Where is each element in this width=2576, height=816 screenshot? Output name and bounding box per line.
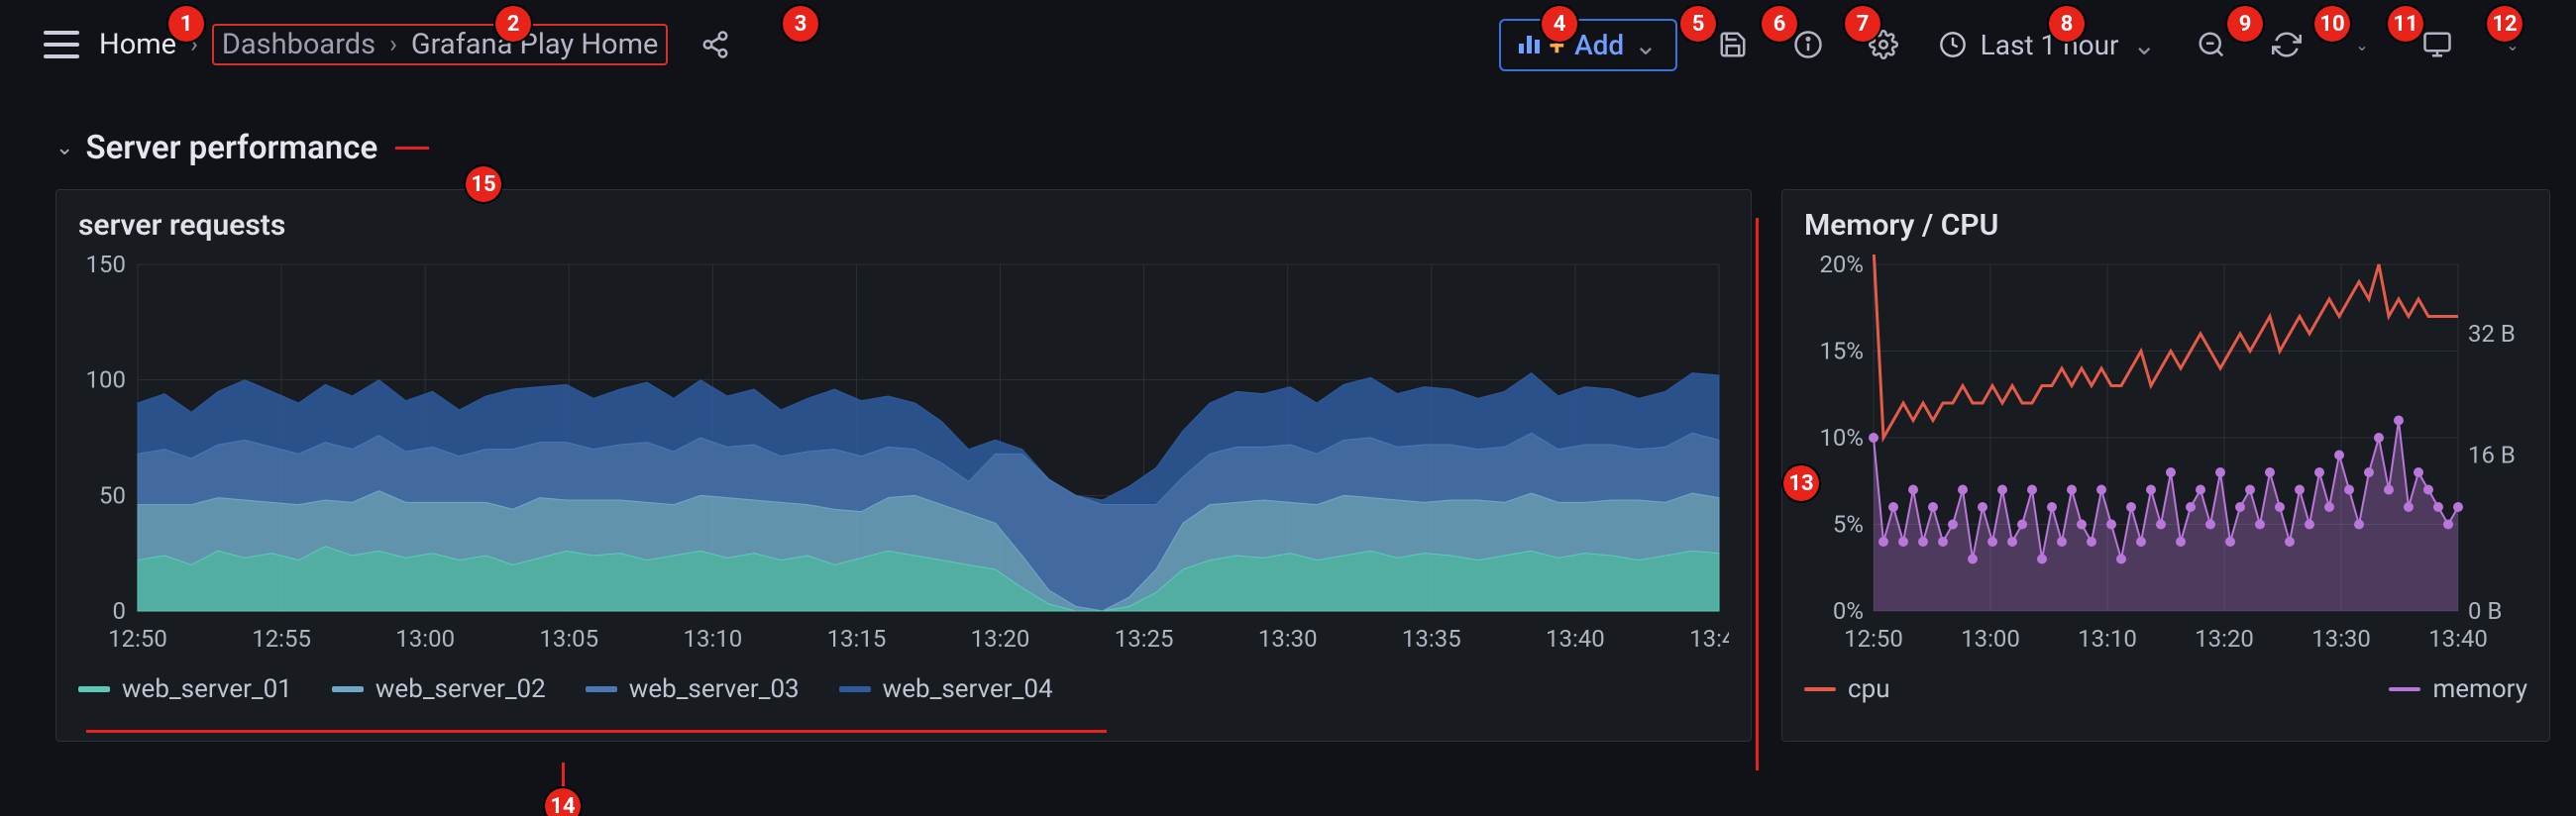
topbar-right: + Add ⌄ Last 1 hour ⌄ <box>1499 19 2532 71</box>
svg-text:10%: 10% <box>1819 424 1864 452</box>
row-title: Server performance <box>85 129 377 167</box>
annotation-badge-11: 11 <box>2388 6 2423 42</box>
annotation-badge-15: 15 <box>466 166 501 202</box>
annotation-badge-10: 10 <box>2314 6 2350 42</box>
chevron-down-icon: ⌄ <box>55 136 73 160</box>
breadcrumb-current[interactable]: Grafana Play Home <box>411 28 659 61</box>
breadcrumb-home[interactable]: Home <box>99 28 176 61</box>
svg-text:13:10: 13:10 <box>2078 625 2137 653</box>
svg-text:13:15: 13:15 <box>827 625 887 653</box>
panel-title: Memory / CPU <box>1804 208 2527 243</box>
svg-text:13:35: 13:35 <box>1402 625 1461 653</box>
svg-text:13:00: 13:00 <box>395 625 455 653</box>
svg-text:100: 100 <box>86 366 126 394</box>
topbar-left: Home › Dashboards › Grafana Play Home <box>44 24 735 65</box>
chevron-down-icon: ⌄ <box>1634 29 1657 61</box>
panel-title: server requests <box>78 208 1729 243</box>
chart-memory-cpu: 0% 5% 10% 15% 20% 0 B 16 B 32 B 12:50 13:00 13:10 1… <box>1804 255 2527 664</box>
annotation-badge-6: 6 <box>1762 6 1797 42</box>
annotation-connector <box>395 147 429 150</box>
svg-text:150: 150 <box>86 255 126 278</box>
svg-text:13:40: 13:40 <box>2428 625 2488 653</box>
zoom-out-icon[interactable] <box>2192 25 2231 64</box>
svg-text:13:00: 13:00 <box>1961 625 2020 653</box>
monitor-icon[interactable] <box>2417 25 2457 64</box>
refresh-icon[interactable] <box>2267 25 2307 64</box>
legend-item[interactable]: web_server_03 <box>586 674 800 704</box>
annotation-badge-14: 14 <box>545 788 581 816</box>
legend-item[interactable]: memory <box>2389 674 2527 704</box>
svg-text:15%: 15% <box>1819 338 1864 365</box>
chevron-down-icon: ⌄ <box>2133 29 2156 61</box>
annotation-badge-7: 7 <box>1845 6 1880 42</box>
svg-text:5%: 5% <box>1833 511 1864 539</box>
bar-chart-icon <box>1519 36 1540 53</box>
svg-text:0 B: 0 B <box>2468 597 2502 625</box>
save-icon[interactable] <box>1713 25 1753 64</box>
panel-legend: web_server_01 web_server_02 web_server_03 w… <box>78 674 1729 704</box>
stacked-area-chart: 0 50 100 150 12:50 12:55 13:00 13:05 13:10 13:15 1… <box>78 255 1729 661</box>
svg-text:20%: 20% <box>1819 255 1864 278</box>
panel-legend: cpu memory <box>1804 674 2527 704</box>
panel-memory-cpu[interactable]: Memory / CPU 0% 5% 10% 15% 20% 0 B 16 B 32 B 12:… <box>1781 189 2550 742</box>
svg-text:32 B: 32 B <box>2468 320 2516 348</box>
annotation-badge-5: 5 <box>1680 6 1716 42</box>
annotation-line <box>1756 218 1759 770</box>
row-header[interactable]: ⌄ Server performance <box>0 129 2576 167</box>
panels-row: server requests 0 50 100 150 12:50 12:55 13:00… <box>0 167 2576 742</box>
topbar: Home › Dashboards › Grafana Play Home + … <box>0 0 2576 89</box>
annotation-badge-13: 13 <box>1783 465 1819 501</box>
svg-text:13:20: 13:20 <box>971 625 1030 653</box>
legend-item[interactable]: cpu <box>1804 674 1890 704</box>
legend-item[interactable]: web_server_01 <box>78 674 292 704</box>
annotation-badge-1: 1 <box>168 6 204 42</box>
breadcrumb-sep: › <box>389 30 397 59</box>
svg-text:13:30: 13:30 <box>1258 625 1318 653</box>
line-area-chart: 0% 5% 10% 15% 20% 0 B 16 B 32 B 12:50 13:00 13:10 1… <box>1804 255 2527 661</box>
add-label: Add <box>1574 29 1624 61</box>
svg-text:50: 50 <box>99 481 126 509</box>
annotation-line <box>562 763 565 788</box>
svg-text:0: 0 <box>113 597 127 625</box>
annotation-badge-4: 4 <box>1542 6 1577 42</box>
annotation-badge-2: 2 <box>495 6 531 42</box>
breadcrumb-highlight-box: Dashboards › Grafana Play Home <box>212 24 669 65</box>
breadcrumb-dashboards[interactable]: Dashboards <box>222 28 376 61</box>
svg-text:13:30: 13:30 <box>2311 625 2371 653</box>
add-panel-button[interactable]: + Add ⌄ <box>1499 19 1677 71</box>
svg-text:13:45: 13:45 <box>1689 625 1729 653</box>
annotation-badge-12: 12 <box>2487 6 2522 42</box>
svg-text:13:10: 13:10 <box>683 625 742 653</box>
svg-text:13:05: 13:05 <box>539 625 598 653</box>
menu-toggle-icon[interactable] <box>44 31 79 58</box>
annotation-badge-9: 9 <box>2227 6 2263 42</box>
svg-text:16 B: 16 B <box>2468 442 2516 469</box>
dashboard-app: Home › Dashboards › Grafana Play Home + … <box>0 0 2576 816</box>
svg-text:12:50: 12:50 <box>108 625 167 653</box>
legend-item[interactable]: web_server_04 <box>839 674 1053 704</box>
annotation-badge-8: 8 <box>2049 6 2085 42</box>
svg-text:13:20: 13:20 <box>2195 625 2254 653</box>
time-range-picker[interactable]: Last 1 hour ⌄ <box>1939 29 2156 61</box>
panel-server-requests[interactable]: server requests 0 50 100 150 12:50 12:55 13:00… <box>55 189 1752 742</box>
annotation-underline <box>86 730 1107 733</box>
annotation-badge-3: 3 <box>783 6 818 42</box>
svg-text:12:50: 12:50 <box>1844 625 1903 653</box>
svg-text:13:40: 13:40 <box>1546 625 1605 653</box>
time-range-label: Last 1 hour <box>1981 29 2119 61</box>
chart-server-requests: 0 50 100 150 12:50 12:55 13:00 13:05 13:10 13:15 1… <box>78 255 1729 664</box>
svg-text:0%: 0% <box>1833 597 1864 625</box>
clock-icon <box>1939 31 1967 58</box>
svg-text:13:25: 13:25 <box>1115 625 1174 653</box>
svg-text:12:55: 12:55 <box>252 625 311 653</box>
share-icon[interactable] <box>696 25 735 64</box>
legend-item[interactable]: web_server_02 <box>332 674 546 704</box>
